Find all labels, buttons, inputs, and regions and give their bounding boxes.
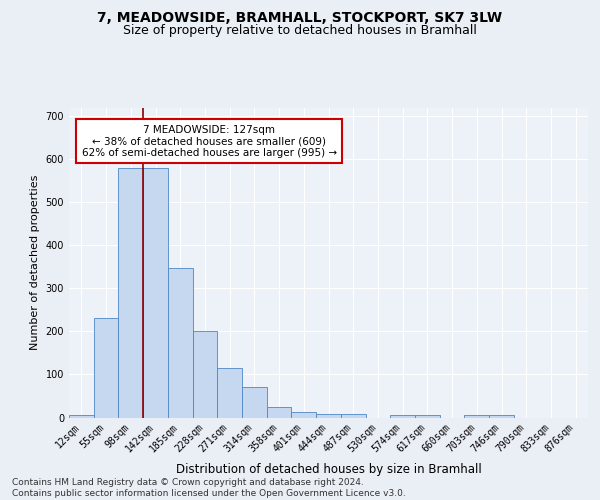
Bar: [143, 168, 168, 418]
Text: Size of property relative to detached houses in Bramhall: Size of property relative to detached ho…: [123, 24, 477, 37]
Bar: [242, 386, 267, 418]
Text: Contains HM Land Registry data © Crown copyright and database right 2024.
Contai: Contains HM Land Registry data © Crown c…: [12, 478, 406, 498]
Bar: [168, 268, 193, 418]
Bar: [118, 168, 143, 418]
X-axis label: Distribution of detached houses by size in Bramhall: Distribution of detached houses by size …: [176, 462, 481, 475]
Text: 7 MEADOWSIDE: 127sqm
← 38% of detached houses are smaller (609)
62% of semi-deta: 7 MEADOWSIDE: 127sqm ← 38% of detached h…: [82, 124, 337, 158]
Bar: [415, 416, 440, 418]
Bar: [94, 318, 118, 418]
Bar: [193, 330, 217, 418]
Bar: [69, 416, 94, 418]
Bar: [489, 416, 514, 418]
Bar: [464, 416, 489, 418]
Bar: [217, 368, 242, 418]
Bar: [341, 414, 365, 418]
Text: 7, MEADOWSIDE, BRAMHALL, STOCKPORT, SK7 3LW: 7, MEADOWSIDE, BRAMHALL, STOCKPORT, SK7 …: [97, 11, 503, 25]
Bar: [292, 412, 316, 418]
Bar: [316, 414, 341, 418]
Bar: [390, 416, 415, 418]
Bar: [267, 406, 292, 418]
Y-axis label: Number of detached properties: Number of detached properties: [30, 175, 40, 350]
